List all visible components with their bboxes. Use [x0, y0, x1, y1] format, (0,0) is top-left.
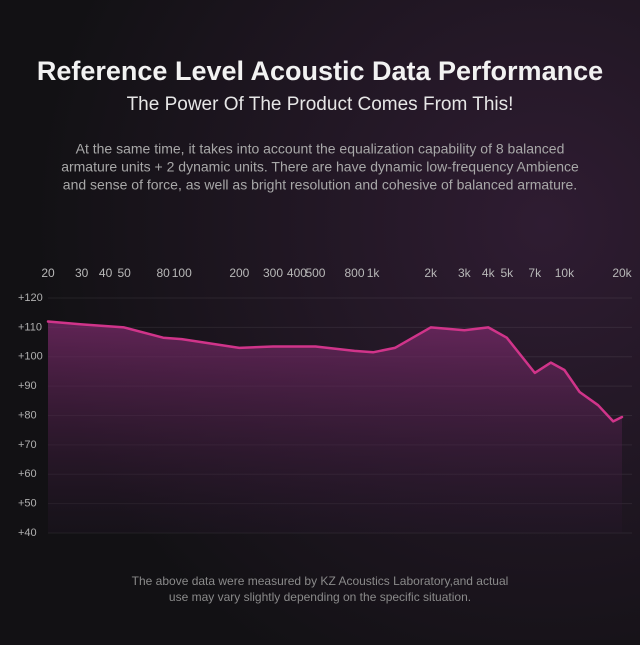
y-tick-label: +120	[18, 292, 43, 304]
x-tick-label: 80	[157, 266, 171, 280]
x-tick-label: 10k	[555, 266, 575, 280]
y-tick-label: +70	[18, 439, 37, 451]
x-tick-label: 2k	[424, 266, 438, 280]
description-line: and sense of force, as well as bright re…	[63, 177, 577, 193]
y-tick-label: +100	[18, 351, 43, 363]
description-line: armature units + 2 dynamic units. There …	[61, 159, 579, 175]
y-tick-label: +80	[18, 409, 37, 421]
description-line: At the same time, it takes into account …	[76, 141, 565, 157]
y-tick-label: +50	[18, 498, 37, 510]
x-tick-label: 100	[172, 266, 192, 280]
x-tick-label: 50	[117, 266, 131, 280]
footnote-line: The above data were measured by KZ Acous…	[132, 574, 509, 588]
x-tick-label: 300	[263, 266, 283, 280]
y-tick-label: +60	[18, 468, 37, 480]
line	[46, 320, 624, 423]
x-tick-label: 400	[287, 266, 307, 280]
y-tick-label: +40	[18, 527, 37, 539]
x-tick-label: 5k	[500, 266, 514, 280]
x-tick-label: 500	[305, 266, 325, 280]
x-tick-label: 3k	[458, 266, 472, 280]
x-tick-label: 20	[41, 266, 55, 280]
subtitle: The Power Of The Product Comes From This…	[127, 94, 514, 115]
x-tick-label: 800	[345, 266, 365, 280]
x-tick-label: 1k	[367, 266, 381, 280]
area	[48, 321, 622, 533]
y-tick-label: +110	[18, 321, 42, 333]
x-tick-label: 7k	[528, 266, 542, 280]
footnote-line: use may vary slightly depending on the s…	[169, 590, 471, 604]
x-tick-label: 200	[229, 266, 249, 280]
x-tick-label: 4k	[482, 266, 496, 280]
x-tick-label: 40	[99, 266, 113, 280]
y-tick-label: +90	[18, 380, 37, 392]
x-tick-label: 20k	[612, 266, 632, 280]
title: Reference Level Acoustic Data Performanc…	[37, 56, 603, 86]
x-tick-label: 30	[75, 266, 89, 280]
